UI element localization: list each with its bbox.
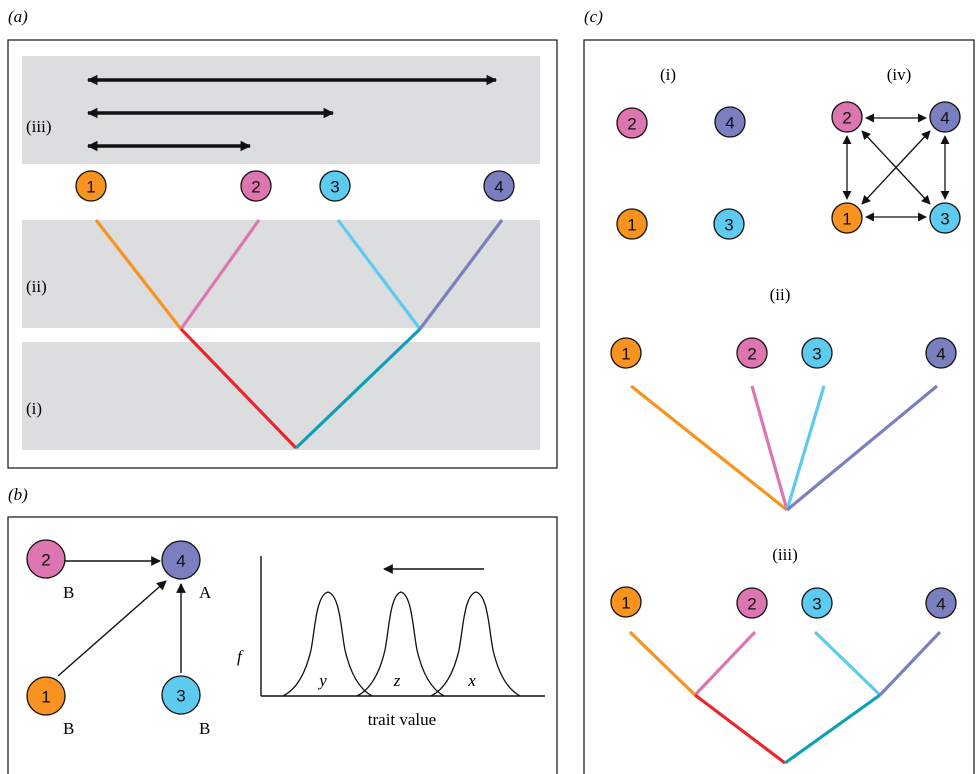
node-ciii-1: 1 [610,586,642,618]
tree-ciii-branch-2 [693,630,757,697]
tree-cii-branch-2 [750,385,789,511]
svg-text:2: 2 [842,109,851,128]
panel-c-label: (c) [584,7,603,26]
node-b-2-annotation: B [63,583,74,602]
tree-ciii-ancestor-left [694,693,786,765]
plot-x-label: trait value [368,710,436,729]
node-b-4: 4 [161,540,201,580]
node-ciii-4: 4 [925,587,957,619]
tree-cii-branch-1 [630,384,788,512]
panel-c-sub-ii-label: (ii) [770,285,791,304]
svg-text:1: 1 [41,688,50,707]
node-a-1: 1 [75,170,107,202]
tree-ciii-branch-1 [628,630,697,697]
node-ci-1: 1 [616,208,648,240]
node-ci-4: 4 [714,106,746,138]
panel-b-label: (b) [8,485,28,504]
svg-text:3: 3 [812,595,821,614]
peak-y-curve [282,591,373,697]
panel-b-frame [7,516,558,774]
tree-a-branch-4 [418,219,504,330]
node-b-1-annotation: B [63,719,74,738]
tree-ciii-ancestor-right [784,693,881,765]
node-cii-4: 4 [925,337,957,369]
node-b-3: 3 [161,675,201,715]
svg-text:1: 1 [842,210,851,229]
node-cii-2: 2 [736,337,768,369]
panel-a-frame [7,39,558,469]
node-b-3-annotation: B [199,719,210,738]
panel-c-frame [583,39,975,774]
svg-text:1: 1 [621,594,630,613]
peak-y-label: y [317,671,327,690]
svg-text:4: 4 [936,595,945,614]
svg-text:4: 4 [936,345,945,364]
node-civ-4: 4 [929,101,961,133]
node-a-4: 4 [483,170,515,202]
peak-x-label: x [467,671,476,690]
node-ci-3: 3 [713,208,745,240]
peak-z-label: z [393,671,401,690]
svg-text:2: 2 [251,178,260,197]
svg-text:3: 3 [330,178,339,197]
node-ci-2: 2 [616,107,648,139]
peak-z-curve [356,591,445,697]
node-b-4-annotation: A [199,583,212,602]
svg-text:4: 4 [176,552,185,571]
band-iii-label: (iii) [26,117,52,136]
node-a-3: 3 [319,170,351,202]
svg-text:1: 1 [621,345,630,364]
panel-c: (c) (i) 2 4 1 3 (iv) 2 [583,7,975,774]
tree-ciii-branch-4 [878,630,942,697]
svg-text:3: 3 [812,345,821,364]
panel-b: (b) 2 4 1 3 B A B B f trait value [7,485,558,774]
band-iii [22,56,540,164]
tree-a-ancestor-left [179,327,298,450]
node-ciii-2: 2 [736,587,768,619]
plot-y-label: f [237,647,244,666]
node-b-2: 2 [26,539,66,579]
tree-ciii-branch-3 [813,630,882,697]
svg-text:3: 3 [724,216,733,235]
node-cii-3: 3 [801,337,833,369]
node-civ-3: 3 [929,202,961,234]
panel-c-sub-iii-label: (iii) [772,545,798,564]
node-ciii-3: 3 [801,587,833,619]
tree-cii-branch-3 [785,385,826,511]
band-ii-label: (ii) [26,277,47,296]
svg-text:3: 3 [940,210,949,229]
panel-a-label: (a) [8,7,28,26]
svg-text:3: 3 [176,687,185,706]
svg-text:1: 1 [86,178,95,197]
tree-a-branch-2 [179,219,261,330]
svg-text:4: 4 [725,114,734,133]
tree-cii-branch-4 [785,384,939,512]
svg-text:4: 4 [940,109,949,128]
node-cii-1: 1 [610,337,642,369]
node-a-2: 2 [240,170,272,202]
node-civ-2: 2 [831,101,863,133]
svg-text:2: 2 [747,595,756,614]
tree-a-branch-1 [94,219,183,330]
peak-x-curve [430,591,521,697]
svg-text:1: 1 [627,216,636,235]
svg-text:2: 2 [41,551,50,570]
panel-a: (a) (iii) (ii) (i) 1 2 3 [7,7,558,469]
svg-text:2: 2 [627,115,636,134]
panel-c-sub-i-label: (i) [660,65,676,84]
svg-text:2: 2 [747,345,756,364]
band-i-label: (i) [26,399,42,418]
panel-c-sub-iv-label: (iv) [887,65,912,84]
edge-iv-4-1 [861,130,931,205]
node-b-1: 1 [26,676,66,716]
svg-text:4: 4 [494,178,503,197]
tree-a-ancestor-right [294,327,422,450]
tree-a-branch-3 [336,219,422,330]
node-civ-1: 1 [831,202,863,234]
edge-1-to-4 [57,580,167,677]
